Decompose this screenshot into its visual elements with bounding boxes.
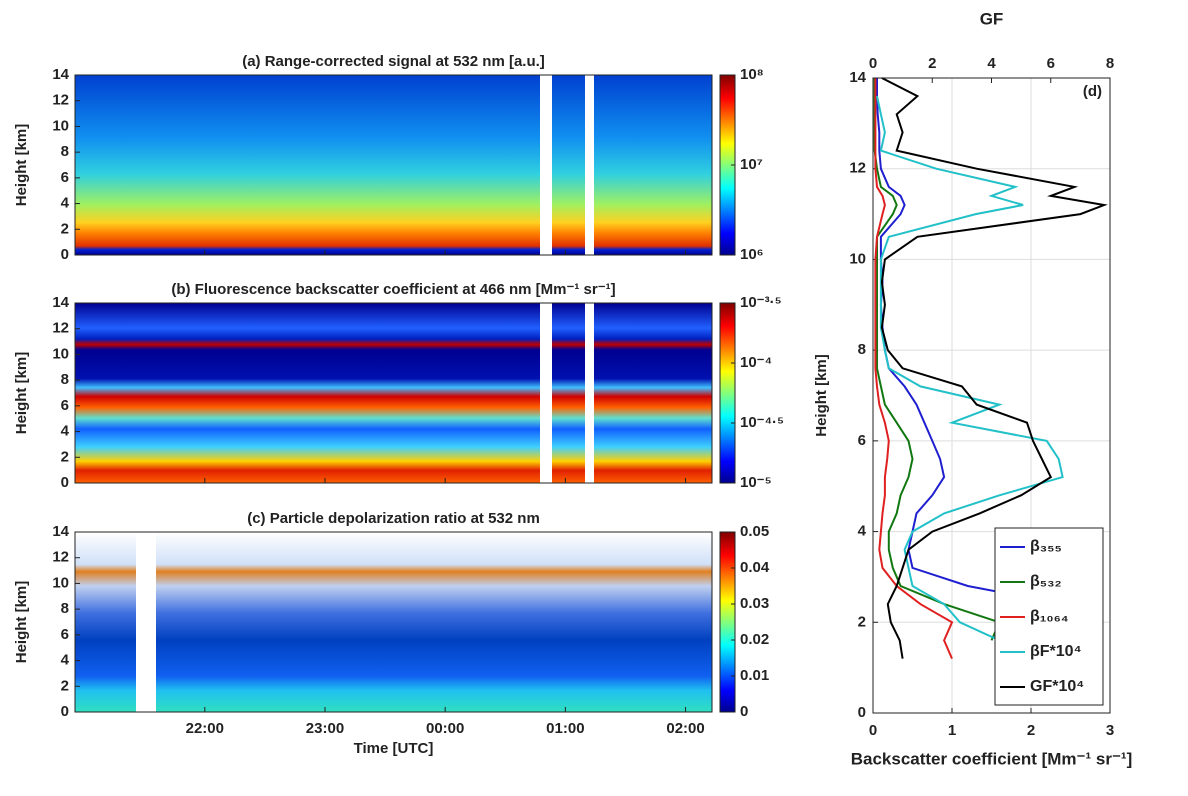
legend-label: βF*10⁴: [1030, 643, 1082, 660]
y-tick-label: 8: [61, 600, 69, 617]
y-tick-label: 4: [61, 652, 70, 669]
legend-label: GF*10⁴: [1030, 678, 1084, 695]
x2-tick-label: 6: [1047, 55, 1055, 72]
x-tick-label: 00:00: [426, 720, 464, 737]
y-tick-label: 4: [858, 523, 867, 540]
profile-line: [873, 78, 1001, 641]
y-tick-label: 10: [52, 117, 69, 134]
y-tick-label: 6: [858, 432, 866, 449]
x-tick-label: 23:00: [306, 720, 344, 737]
y-tick-label: 6: [61, 169, 69, 186]
profile-line: [874, 78, 954, 659]
x2-tick-label: 4: [987, 55, 996, 72]
x-tick-label: 01:00: [546, 720, 584, 737]
annotation: (d): [1083, 83, 1102, 100]
x2-tick-label: 8: [1106, 55, 1114, 72]
x-tick-label: 1: [948, 722, 956, 739]
y-axis-label: Height [km]: [13, 124, 30, 207]
y-tick-label: 10: [52, 345, 69, 362]
y-tick-label: 12: [849, 160, 866, 177]
legend-label: β₅₃₂: [1030, 573, 1062, 590]
colorbar-tick-label: 0: [740, 703, 748, 720]
colorbar-tick-label: 0.02: [740, 631, 769, 648]
profile-line: [876, 95, 1064, 642]
colorbar-tick-label: 10⁻⁵: [740, 474, 772, 491]
colorbar: [719, 531, 736, 713]
y-tick-label: 0: [61, 474, 69, 491]
y-tick-label: 2: [61, 220, 69, 237]
y-axis-label: Height [km]: [813, 354, 830, 437]
x-tick-label: 2: [1027, 722, 1035, 739]
y-tick-label: 6: [61, 626, 69, 643]
y-tick-label: 14: [52, 66, 69, 83]
y-tick-label: 10: [52, 574, 69, 591]
y-tick-label: 12: [52, 92, 69, 109]
colorbar-tick-label: 0.03: [740, 595, 769, 612]
y-axis-label: Height [km]: [13, 352, 30, 435]
y-tick-label: 8: [61, 371, 69, 388]
x2-tick-label: 2: [928, 55, 936, 72]
x-tick-label: 22:00: [186, 720, 224, 737]
y-tick-label: 8: [858, 341, 866, 358]
plot-frame: [872, 77, 1111, 714]
colorbar-tick-label: 10⁸: [740, 66, 764, 83]
legend-label: β₃₅₅: [1030, 538, 1062, 555]
heatmap: [75, 532, 712, 712]
data-gap: [136, 532, 156, 712]
panel-title: (c) Particle depolarization ratio at 532…: [247, 510, 540, 527]
colorbar-tick-label: 10⁷: [740, 156, 763, 173]
colorbar-tick-label: 0.05: [740, 523, 769, 540]
y-tick-label: 6: [61, 397, 69, 414]
y-tick-label: 0: [858, 704, 866, 721]
x2-tick-label: 0: [869, 55, 877, 72]
x-tick-label: 3: [1106, 722, 1114, 739]
x2-axis-label: GF: [980, 9, 1004, 28]
y-tick-label: 14: [52, 523, 69, 540]
plot-frame: [74, 74, 713, 256]
data-gap: [585, 303, 594, 483]
y-tick-label: 10: [849, 250, 866, 267]
y-tick-label: 2: [61, 448, 69, 465]
data-gap: [540, 75, 552, 255]
y-tick-label: 12: [52, 320, 69, 337]
colorbar-tick-label: 10⁶: [740, 246, 764, 263]
colorbar: [719, 302, 736, 484]
colorbar-tick-label: 10⁻⁴·⁵: [740, 414, 784, 431]
y-tick-label: 12: [52, 549, 69, 566]
colorbar-tick-label: 10⁻⁴: [740, 354, 772, 371]
y-tick-label: 2: [61, 677, 69, 694]
x-tick-label: 0: [869, 722, 877, 739]
x-axis-label: Time [UTC]: [354, 740, 434, 757]
y-tick-label: 0: [61, 703, 69, 720]
plot-frame: [74, 302, 713, 484]
y-tick-label: 2: [858, 613, 866, 630]
panel-title: (a) Range-corrected signal at 532 nm [a.…: [242, 53, 545, 70]
y-tick-label: 14: [849, 69, 866, 86]
colorbar-tick-label: 0.04: [740, 559, 770, 576]
y-tick-label: 4: [61, 423, 70, 440]
y-tick-label: 0: [61, 246, 69, 263]
y-axis-label: Height [km]: [13, 581, 30, 664]
x-axis-label: Backscatter coefficient [Mm⁻¹ sr⁻¹]: [851, 749, 1133, 768]
profile-line: [880, 77, 1108, 659]
y-tick-label: 4: [61, 195, 70, 212]
colorbar-tick-label: 10⁻³·⁵: [740, 294, 782, 311]
y-tick-label: 8: [61, 143, 69, 160]
y-tick-label: 14: [52, 294, 69, 311]
colorbar-tick-label: 0.01: [740, 667, 769, 684]
data-gap: [540, 303, 552, 483]
plot-frame: [74, 531, 713, 713]
profile-line: [876, 78, 1063, 606]
heatmap: [75, 303, 712, 483]
panel-title: (b) Fluorescence backscatter coefficient…: [171, 281, 615, 298]
heatmap: [75, 75, 712, 255]
legend-label: β₁₀₆₄: [1030, 608, 1068, 625]
x-tick-label: 02:00: [666, 720, 704, 737]
data-gap: [585, 75, 594, 255]
